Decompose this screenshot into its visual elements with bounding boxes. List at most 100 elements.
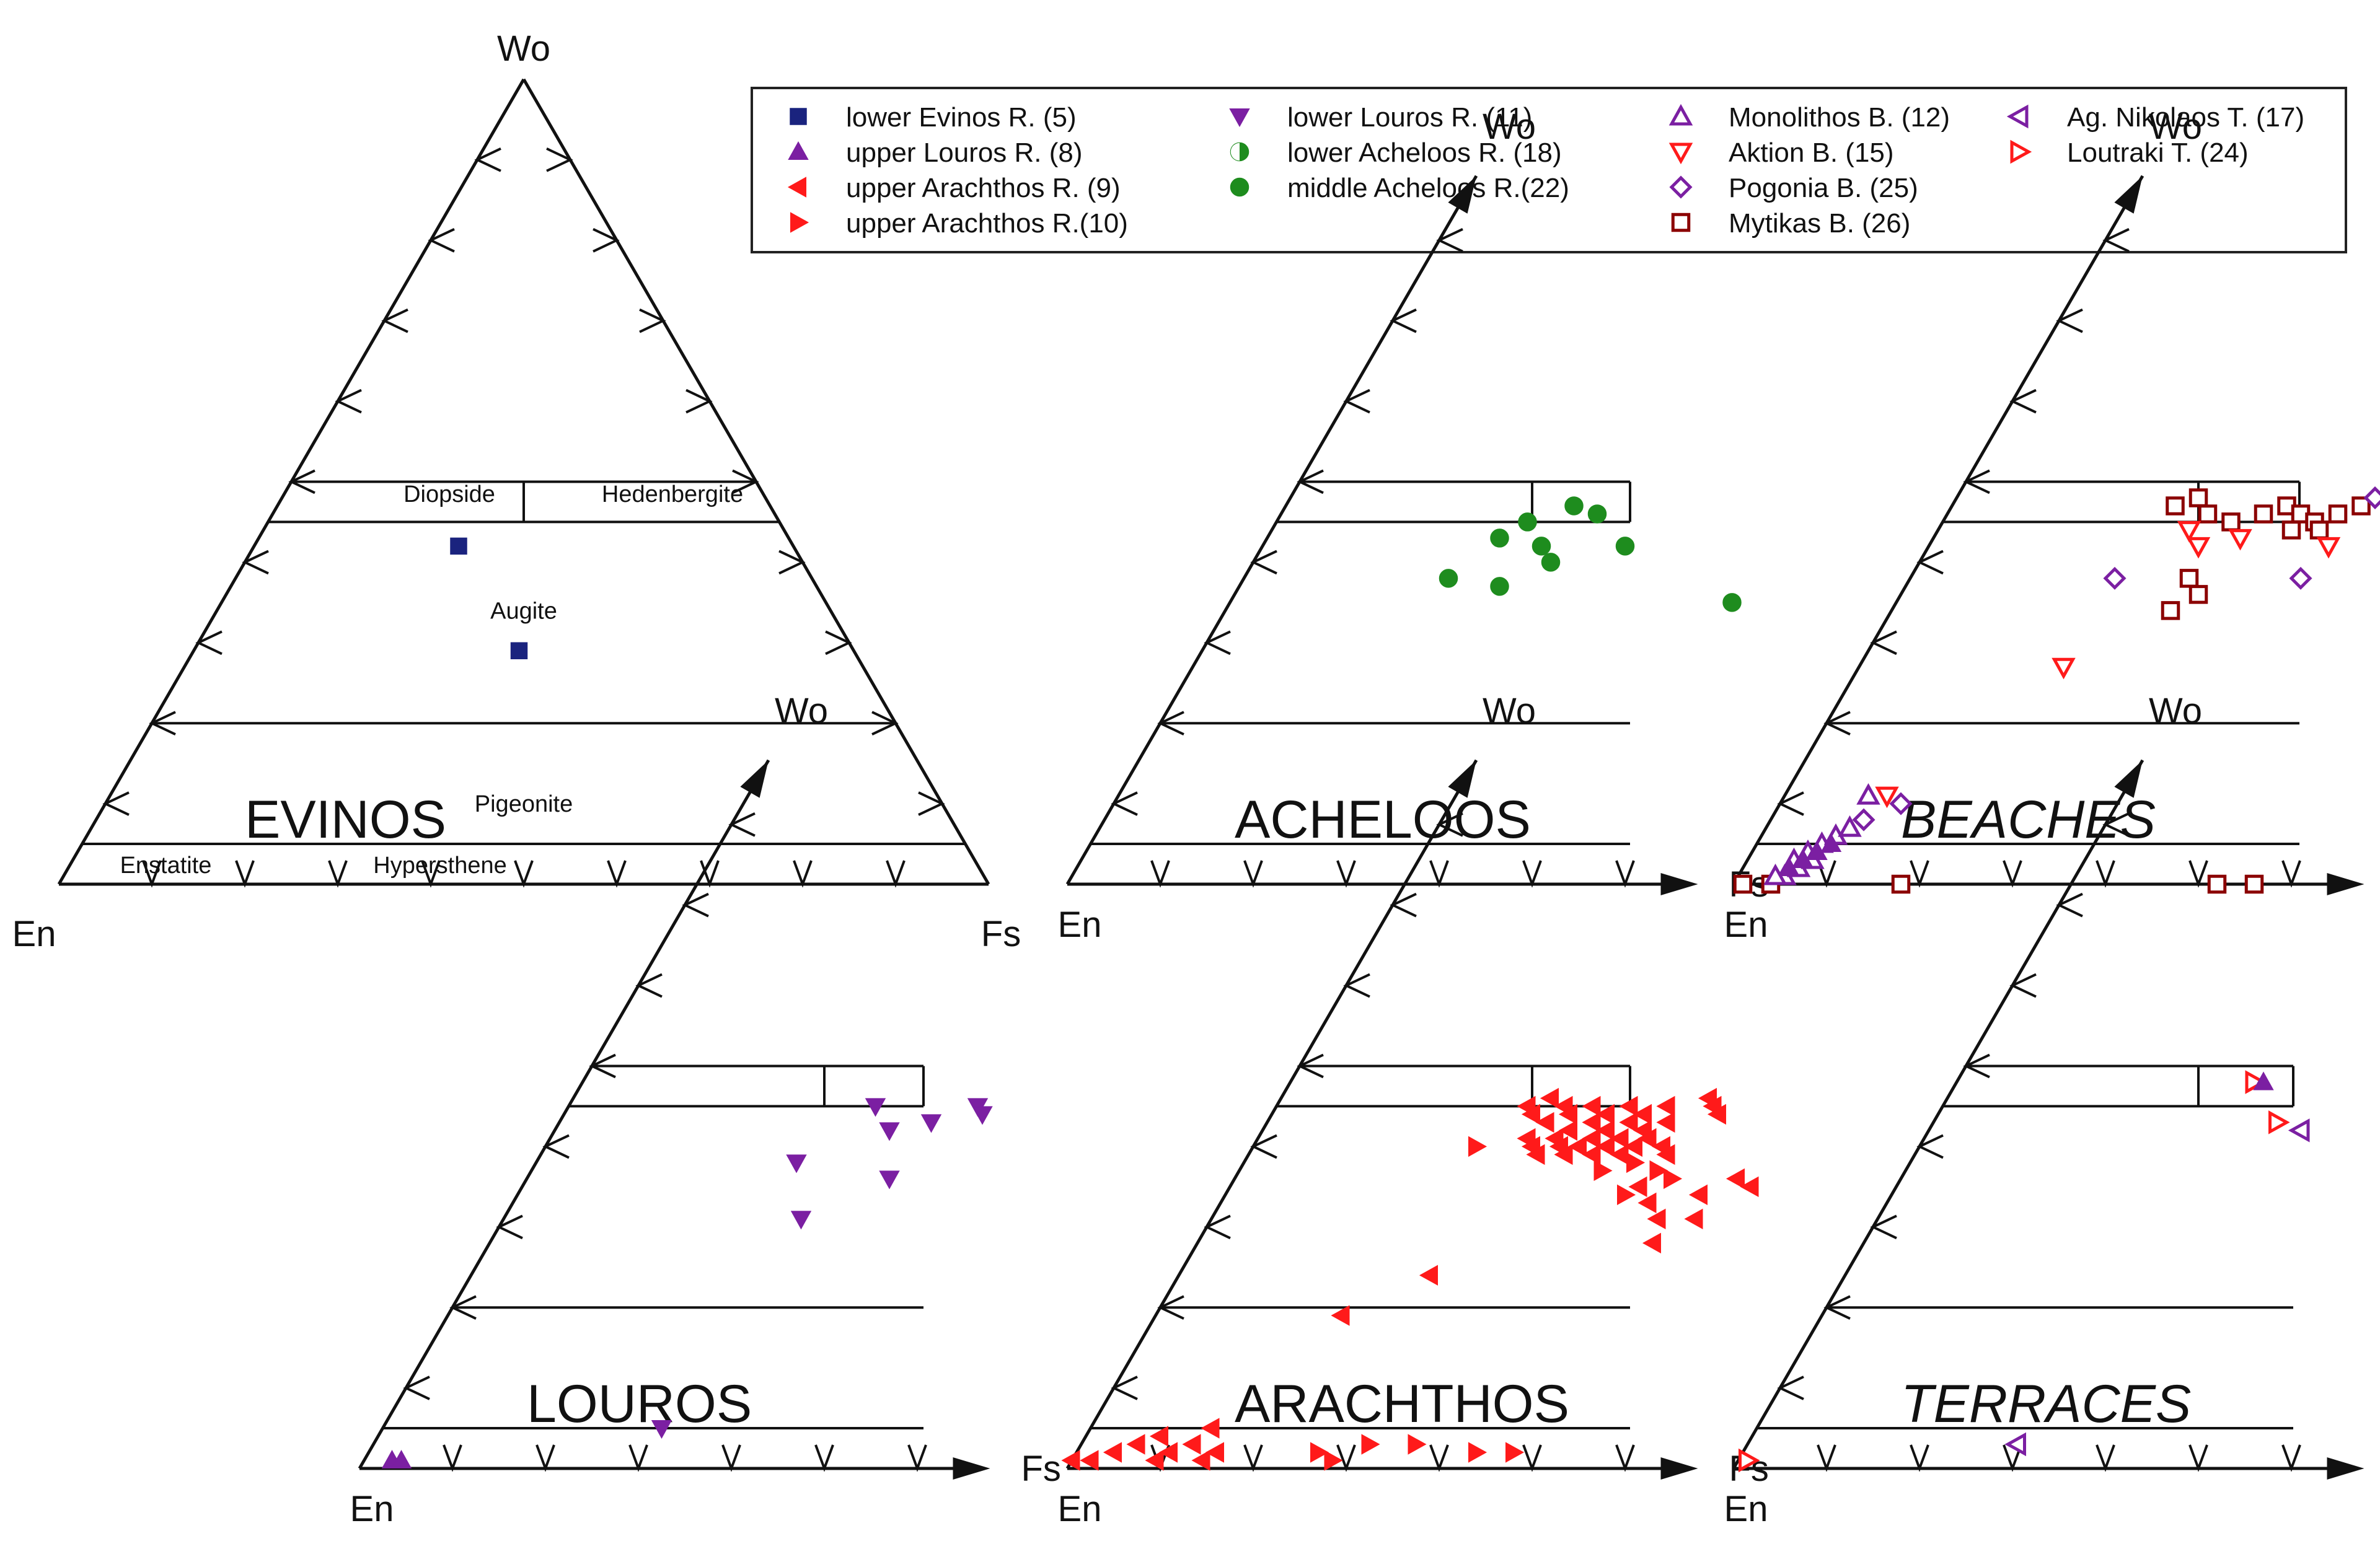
en-wo-tick <box>1436 812 1463 837</box>
fs-label: Fs <box>1021 1449 1061 1489</box>
data-point <box>1408 1434 1427 1455</box>
hedenbergite-label: Hedenbergite <box>602 481 743 507</box>
en-wo-tick <box>1963 1053 1990 1079</box>
en-wo-tick <box>2009 388 2037 414</box>
legend-marker <box>2010 139 2032 164</box>
data-point <box>1324 1450 1343 1471</box>
legend-marker <box>1669 175 1693 199</box>
panel-acheloos: WoEnFsACHELOOS <box>1058 107 1769 945</box>
en-wo-tick <box>403 1376 430 1400</box>
en-wo-tick <box>149 711 176 735</box>
data-point <box>2004 1432 2026 1457</box>
data-point <box>2309 520 2329 540</box>
data-point <box>1852 808 1875 832</box>
data-point <box>2188 585 2208 604</box>
data-point <box>1558 1120 1577 1141</box>
wo-label: Wo <box>2149 107 2202 147</box>
data-point <box>1582 1144 1601 1165</box>
data-point <box>2281 520 2301 540</box>
en-wo-tick <box>2056 308 2083 333</box>
data-point <box>1567 1136 1587 1157</box>
legend-label: middle Acheloos R.(22) <box>1287 173 1569 203</box>
data-point <box>1637 1192 1657 1214</box>
en-wo-tick <box>1870 1214 1897 1240</box>
data-point <box>1582 1095 1601 1117</box>
data-point <box>1521 1104 1540 1125</box>
en-wo-tick <box>1343 973 1370 998</box>
legend-marker-half <box>1230 143 1240 161</box>
data-point <box>786 1154 807 1174</box>
legend-label: Monolithos B. (12) <box>1729 102 1950 133</box>
data-point <box>920 1114 942 1133</box>
en-wo-tick <box>1390 892 1417 918</box>
wo-label: Wo <box>775 691 828 731</box>
legend-label: lower Evinos R. (5) <box>846 102 1077 133</box>
en-wo-tick <box>1390 308 1417 333</box>
data-point <box>1182 1434 1201 1455</box>
data-point <box>1615 537 1635 556</box>
en-wo-tick <box>288 469 315 494</box>
en-wo-tick <box>1204 1214 1231 1240</box>
data-point <box>2177 520 2202 543</box>
data-point <box>390 1449 412 1469</box>
data-point <box>1518 512 1537 532</box>
en-fs-tick <box>328 860 348 888</box>
en-fs-tick <box>2096 1444 2115 1472</box>
data-point <box>1637 1128 1657 1149</box>
data-point <box>1158 1442 1178 1463</box>
en-wo-tick <box>2056 892 2083 918</box>
data-point <box>1541 553 1561 572</box>
data-point <box>1468 1442 1488 1463</box>
data-point <box>1649 1160 1668 1182</box>
en-fs-tick <box>142 860 162 888</box>
data-point <box>1595 1120 1615 1141</box>
wo-arrow <box>740 760 769 798</box>
wo-fs-tick <box>732 469 759 494</box>
en-fs-tick <box>1150 860 1170 888</box>
en-wo-tick <box>589 1053 616 1079</box>
legend: lower Evinos R. (5) upper Louros R. (8) up… <box>751 87 2347 253</box>
data-point <box>1535 1112 1554 1133</box>
en-fs-tick <box>1429 860 1449 888</box>
data-point <box>865 1098 886 1117</box>
data-point <box>1820 833 1842 853</box>
wo-label: Wo <box>497 29 550 69</box>
data-point <box>2228 529 2252 551</box>
data-point <box>1656 1112 1675 1133</box>
data-point <box>879 1170 900 1190</box>
data-point <box>1656 1095 1675 1117</box>
en-wo-tick <box>242 550 269 575</box>
en-wo-tick <box>381 308 408 333</box>
data-point <box>1856 783 1880 805</box>
legend-label: upper Arachthos R.(10) <box>846 208 1128 239</box>
panel-arachthos: WoEnFsARACHTHOS <box>1058 691 1769 1529</box>
fs-arrow <box>2327 1457 2365 1480</box>
fs-arrow <box>953 1457 990 1480</box>
legend-label: Mytikas B. (26) <box>1729 208 1910 239</box>
data-point <box>1103 1442 1122 1463</box>
data-point <box>1361 1434 1380 1455</box>
data-point <box>1626 1152 1646 1174</box>
data-point <box>2244 874 2264 894</box>
data-point <box>1554 1144 1573 1165</box>
en-wo-tick <box>1111 1376 1138 1400</box>
data-point <box>1889 792 1913 815</box>
data-point <box>2268 1110 2290 1134</box>
en-fs-tick <box>2003 1444 2022 1472</box>
panel-title: ACHELOOS <box>1235 790 1531 849</box>
data-point <box>1532 537 1551 556</box>
wo-arrow <box>2114 175 2143 214</box>
wo-fs-tick <box>546 147 573 172</box>
legend-label: lower Acheloos R. (18) <box>1287 138 1562 168</box>
data-point <box>1310 1442 1329 1463</box>
en-fs-tick <box>1336 860 1356 888</box>
en-fs-tick <box>421 860 441 888</box>
data-point <box>1061 1450 1080 1471</box>
diopside-label: Diopside <box>403 481 495 507</box>
legend-label: Ag. Nikolaos T. (17) <box>2067 102 2304 133</box>
data-point <box>1080 1450 1099 1471</box>
data-point <box>2253 1071 2274 1090</box>
data-point <box>1149 1426 1168 1447</box>
en-fs-tick <box>514 860 534 888</box>
